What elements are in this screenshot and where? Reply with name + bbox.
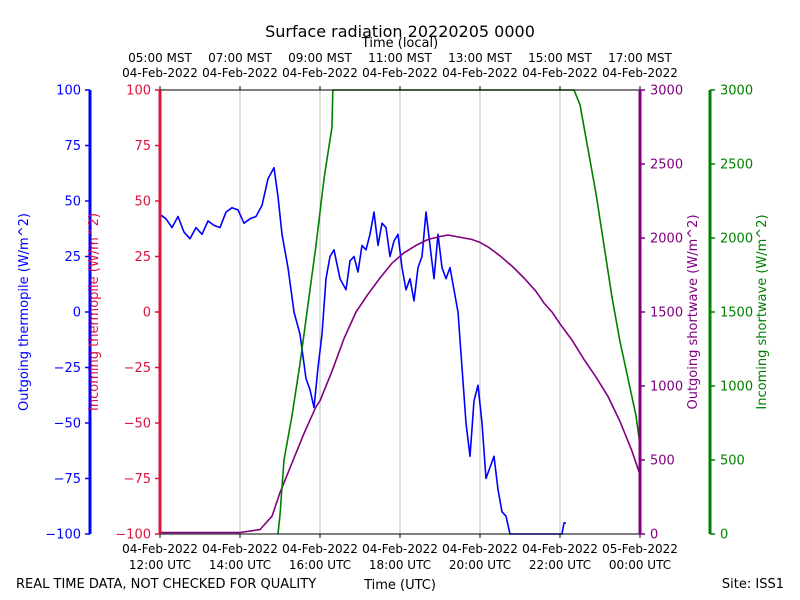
x-tick-label-local-time: 05:00 MST xyxy=(128,51,192,65)
incoming_shortwave-tick-label: 1000 xyxy=(720,380,753,395)
x-tick-label-local-date: 04-Feb-2022 xyxy=(282,66,358,80)
incoming_shortwave-series-line xyxy=(277,89,641,535)
x-tick-label-local-time: 13:00 MST xyxy=(448,51,512,65)
x-tick-label-utc-time: 14:00 UTC xyxy=(209,558,271,572)
x-tick-label-utc-time: 22:00 UTC xyxy=(529,558,591,572)
incoming_thermopile-tick-label: −100 xyxy=(115,528,151,543)
incoming_thermopile-tick-label: 75 xyxy=(134,139,151,154)
outgoing_shortwave-tick-label: 1500 xyxy=(650,306,683,321)
incoming_thermopile-tick-label: −50 xyxy=(124,417,151,432)
x-tick-label-utc-date: 04-Feb-2022 xyxy=(522,542,598,556)
outgoing_thermopile-tick-label: −50 xyxy=(54,417,81,432)
outgoing_thermopile-tick-label: −75 xyxy=(54,472,81,487)
outgoing_shortwave-series-line xyxy=(160,234,641,534)
x-tick-label-local-date: 04-Feb-2022 xyxy=(602,66,678,80)
x-tick-label-local-date: 04-Feb-2022 xyxy=(122,66,198,80)
outgoing_thermopile-tick-label: 100 xyxy=(56,84,81,99)
incoming_shortwave-tick-label: 2500 xyxy=(720,158,753,173)
incoming_thermopile-tick-label: 25 xyxy=(134,250,151,265)
x-tick-label-local-date: 04-Feb-2022 xyxy=(442,66,518,80)
quality-disclaimer: REAL TIME DATA, NOT CHECKED FOR QUALITY xyxy=(16,577,316,592)
x-tick-label-utc-time: 12:00 UTC xyxy=(129,558,191,572)
site-label: Site: ISS1 xyxy=(722,577,784,592)
outgoing_shortwave-tick-label: 0 xyxy=(650,528,658,543)
y-axes: −100 −75 −50 −25 0 25 50 75 100 Outgoing thermopi… xyxy=(17,84,770,543)
x-tick-label-utc-date: 04-Feb-2022 xyxy=(122,542,198,556)
outgoing_thermopile-tick-label: 25 xyxy=(64,250,81,265)
incoming_thermopile-tick-label: −25 xyxy=(124,361,151,376)
x-tick-label-local-date: 04-Feb-2022 xyxy=(362,66,438,80)
outgoing_thermopile-tick-label: 0 xyxy=(73,306,81,321)
x-tick-label-utc-time: 20:00 UTC xyxy=(449,558,511,572)
incoming_shortwave-tick-label: 3000 xyxy=(720,84,753,99)
x-tick-label-local-time: 07:00 MST xyxy=(208,51,272,65)
outgoing_thermopile-tick-label: −25 xyxy=(54,361,81,376)
incoming_thermopile-tick-label: 50 xyxy=(134,195,151,210)
outgoing_thermopile-axis-label: Outgoing thermopile (W/m^2) xyxy=(17,213,32,411)
x-tick-label-local-time: 11:00 MST xyxy=(368,51,432,65)
outgoing_shortwave-tick-label: 1000 xyxy=(650,380,683,395)
outgoing_shortwave-axis-label: Outgoing shortwave (W/m^2) xyxy=(686,214,701,409)
outgoing_shortwave-tick-label: 3000 xyxy=(650,84,683,99)
x-tick-label-local-time: 17:00 MST xyxy=(608,51,672,65)
x-tick-label-utc-date: 04-Feb-2022 xyxy=(282,542,358,556)
incoming_thermopile-tick-label: −75 xyxy=(124,472,151,487)
outgoing_shortwave-tick-label: 500 xyxy=(650,454,675,469)
incoming_shortwave-axis-label: Incoming shortwave (W/m^2) xyxy=(755,214,770,409)
x-tick-label-local-time: 09:00 MST xyxy=(288,51,352,65)
incoming_thermopile-axis-label: Incoming thermopile (W/m^2) xyxy=(87,213,102,411)
x-tick-label-utc-date: 05-Feb-2022 xyxy=(602,542,678,556)
incoming_shortwave-tick-label: 0 xyxy=(720,528,728,543)
outgoing_thermopile-series-line xyxy=(159,166,566,535)
top-x-axis-label: Time (local) xyxy=(361,36,438,51)
outgoing_thermopile-tick-label: −100 xyxy=(45,528,81,543)
x-tick-label-utc-date: 04-Feb-2022 xyxy=(202,542,278,556)
incoming_shortwave-tick-label: 1500 xyxy=(720,306,753,321)
chart-title: Surface radiation 20220205 0000 xyxy=(265,22,535,41)
bottom-x-axis-label: Time (UTC) xyxy=(363,578,436,593)
x-tick-label-local-time: 15:00 MST xyxy=(528,51,592,65)
outgoing_shortwave-tick-label: 2500 xyxy=(650,158,683,173)
incoming_thermopile-tick-label: 0 xyxy=(143,306,151,321)
outgoing_thermopile-tick-label: 50 xyxy=(64,195,81,210)
outgoing_shortwave-tick-label: 2000 xyxy=(650,232,683,247)
incoming_shortwave-tick-label: 2000 xyxy=(720,232,753,247)
x-tick-label-local-date: 04-Feb-2022 xyxy=(522,66,598,80)
outgoing_thermopile-tick-label: 75 xyxy=(64,139,81,154)
incoming_thermopile-tick-label: 100 xyxy=(126,84,151,99)
vertical-gridlines xyxy=(239,90,561,534)
incoming_shortwave-tick-label: 500 xyxy=(720,454,745,469)
x-tick-label-local-date: 04-Feb-2022 xyxy=(202,66,278,80)
x-tick-label-utc-date: 04-Feb-2022 xyxy=(442,542,518,556)
x-tick-label-utc-time: 16:00 UTC xyxy=(289,558,351,572)
x-tick-label-utc-time: 18:00 UTC xyxy=(369,558,431,572)
x-tick-label-utc-time: 00:00 UTC xyxy=(609,558,671,572)
x-tick-label-utc-date: 04-Feb-2022 xyxy=(362,542,438,556)
